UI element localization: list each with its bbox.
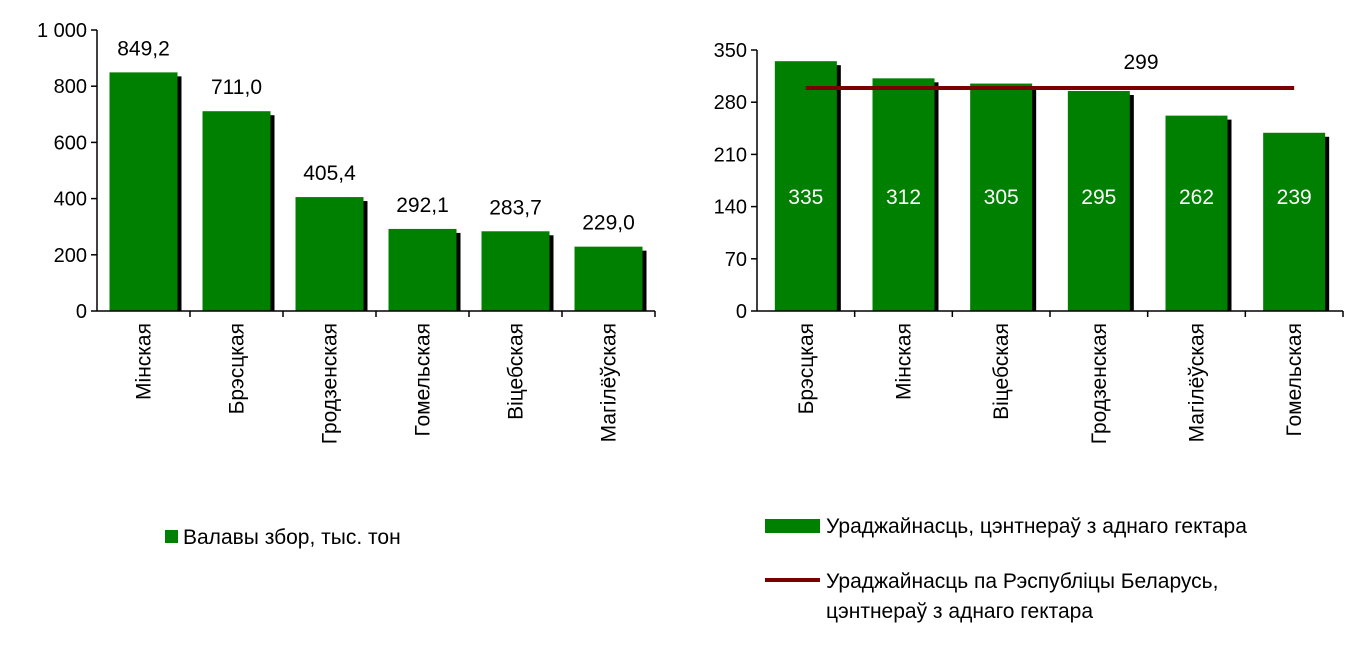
y-tick-label: 280	[714, 92, 747, 114]
bar	[774, 61, 837, 311]
legend-swatch-bar	[165, 530, 178, 543]
bar	[1067, 91, 1130, 311]
legend-swatch-bar	[765, 519, 820, 533]
x-category-label: Гомельская	[412, 323, 435, 436]
bar	[872, 78, 935, 311]
y-tick-label: 0	[76, 301, 87, 323]
x-category-label: Віцебская	[990, 323, 1013, 420]
data-label: 312	[886, 186, 921, 209]
bar	[109, 72, 178, 311]
data-label: 292,1	[396, 194, 449, 217]
bar	[574, 246, 643, 311]
y-tick-label: 140	[714, 197, 747, 219]
x-category-label: Гродзенская	[1088, 323, 1111, 444]
y-tick-label: 0	[736, 301, 747, 323]
y-tick-label: 200	[54, 245, 87, 267]
y-tick-label: 600	[54, 132, 87, 154]
bar	[970, 83, 1033, 311]
y-tick-label: 70	[725, 249, 747, 271]
legend-label: Ураджайнасць, цэнтнераў з аднаго гектара	[826, 515, 1247, 538]
x-category-label: Гродзенская	[319, 323, 342, 444]
x-category-label: Гомельская	[1283, 323, 1306, 436]
y-tick-label: 800	[54, 76, 87, 98]
data-label: 229,0	[582, 212, 635, 235]
chart-gross-harvest: 0 200 400 600 800 1 000 849,2 Мінская 711,0 Брэсц…	[37, 20, 656, 549]
data-label: 305	[984, 186, 1019, 209]
legend-label: Валавы збор, тыс. тон	[183, 526, 401, 549]
legend-label: цэнтнераў з аднаго гектара	[826, 600, 1093, 623]
bar	[1165, 115, 1228, 311]
data-label: 283,7	[489, 196, 542, 219]
data-label: 335	[788, 186, 823, 209]
data-label: 849,2	[117, 37, 170, 60]
data-label: 239	[1277, 186, 1312, 209]
legend-label: Ураджайнасць па Рэспубліцы Беларусь,	[826, 570, 1218, 593]
x-category-label: Магілёўская	[1186, 323, 1209, 442]
bar	[202, 111, 271, 311]
x-category-label: Мінская	[133, 323, 156, 400]
bar	[295, 197, 364, 311]
average-line-label: 299	[1123, 51, 1158, 74]
y-tick-label: 400	[54, 189, 87, 211]
x-category-label: Мінская	[893, 323, 916, 400]
bar	[1263, 132, 1326, 311]
data-label: 295	[1081, 186, 1116, 209]
chart-yield: 0 70 140 210 280 350 335 Брэсцкая 312 Мінская 305 В…	[714, 40, 1344, 623]
bar	[388, 228, 457, 311]
bar	[481, 231, 550, 311]
x-category-label: Брэсцкая	[795, 323, 818, 414]
x-category-label: Брэсцкая	[226, 323, 249, 414]
data-label: 711,0	[211, 76, 262, 99]
y-tick-label: 1 000	[37, 20, 87, 42]
y-tick-label: 350	[714, 40, 747, 62]
y-tick-label: 210	[714, 144, 747, 166]
x-category-label: Віцебская	[505, 323, 528, 420]
x-category-label: Магілёўская	[598, 323, 621, 442]
data-label: 262	[1179, 186, 1214, 209]
data-label: 405,4	[303, 162, 356, 185]
